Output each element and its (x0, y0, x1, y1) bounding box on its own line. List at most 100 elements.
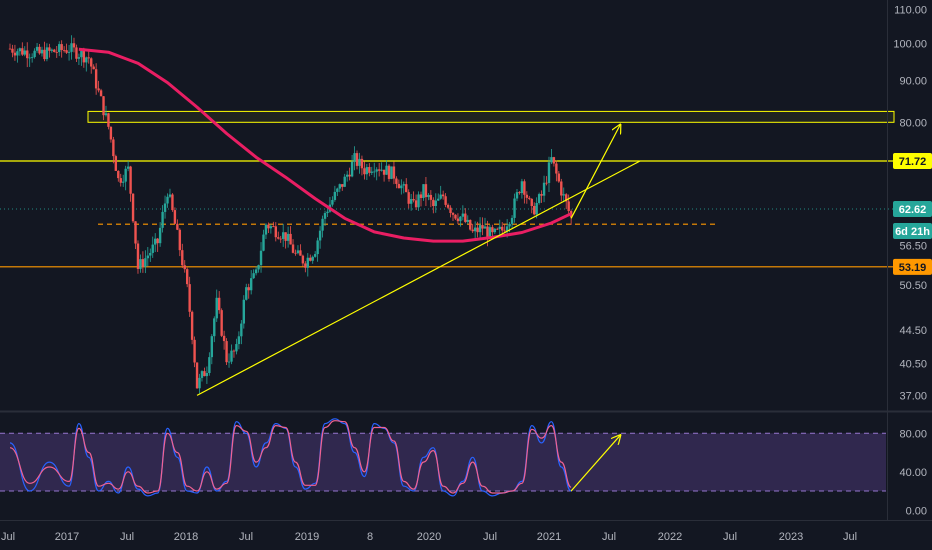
candle-body (525, 194, 529, 198)
candle (136, 240, 140, 274)
candle-body (80, 50, 83, 58)
candle (432, 197, 435, 214)
candlestick-series[interactable] (8, 35, 573, 394)
candle-body (82, 50, 86, 63)
candle (58, 41, 61, 57)
candle (55, 45, 58, 58)
candle-body (392, 166, 396, 179)
candle-body (542, 182, 546, 196)
candle-body (331, 199, 334, 205)
candle-body (126, 166, 130, 169)
candle (48, 43, 51, 58)
candle-body (92, 66, 95, 70)
candle (488, 224, 492, 238)
resistance-zone[interactable] (87, 110, 895, 123)
candle-body (338, 184, 341, 189)
candle (168, 188, 172, 199)
candle (309, 254, 312, 262)
price-pane[interactable] (0, 35, 932, 413)
candle-body (156, 238, 159, 244)
candle (446, 203, 450, 210)
candle (363, 161, 366, 180)
stoch-d-line[interactable] (9, 420, 572, 494)
candle (178, 228, 182, 257)
candle (483, 217, 487, 229)
candle (144, 250, 147, 274)
candle-body (264, 224, 268, 235)
candle-body (498, 226, 501, 229)
time-tick-label: 8 (367, 531, 373, 543)
candle (336, 187, 339, 196)
candle (154, 233, 157, 253)
candle (50, 48, 54, 53)
price-tag[interactable]: 6d 21h (893, 223, 932, 240)
candle (441, 190, 445, 200)
candle (520, 178, 524, 199)
time-tick-label: 2019 (295, 531, 319, 543)
candle-body (107, 113, 110, 127)
candle-body (508, 223, 511, 227)
time-axis[interactable]: Jul 2017 Jul 2018 Jul 2019 8 2020 Jul 2021 Jul 2022… (0, 520, 932, 544)
candle-body (43, 49, 46, 60)
candle (395, 176, 398, 189)
candle (171, 193, 174, 212)
candle (158, 222, 162, 247)
candle-body (220, 310, 223, 336)
candle (21, 42, 24, 57)
candle-body (11, 48, 14, 53)
candle-body (473, 227, 477, 232)
price-tick-label: 56.50 (899, 240, 927, 252)
candle-body (321, 218, 324, 231)
candle-body (323, 213, 327, 219)
target-arrow[interactable] (570, 125, 620, 219)
candle (235, 338, 238, 355)
time-tick-label: Jul (239, 531, 253, 543)
candle (23, 46, 26, 57)
candle-body (149, 252, 152, 256)
candle-body (188, 284, 191, 312)
candle-body (176, 223, 179, 230)
candle (237, 331, 241, 350)
candle-body (50, 49, 54, 51)
stoch-k-line[interactable] (9, 418, 572, 497)
candle-body (272, 226, 275, 227)
candle (469, 219, 472, 231)
candle (461, 205, 465, 221)
price-axis[interactable]: 110.00 100.00 90.00 80.00 56.50 50.50 44.50 40.… (887, 0, 932, 520)
candle (11, 44, 14, 58)
candle (422, 184, 425, 201)
price-tag[interactable]: 53.19 (893, 258, 932, 275)
candle-body (459, 216, 462, 222)
candle (30, 53, 34, 63)
time-tick-label: Jul (602, 531, 616, 543)
candle (156, 237, 159, 252)
price-tag[interactable]: 62.62 (893, 201, 932, 218)
price-tag[interactable]: 71.72 (893, 152, 932, 169)
candle (542, 175, 546, 203)
price-tag-label: 71.72 (899, 156, 927, 168)
candle (99, 88, 103, 97)
candle-body (136, 243, 140, 269)
candle-body (217, 297, 221, 311)
candle-body (252, 273, 255, 279)
candle (97, 80, 100, 93)
price-tick-label: 44.50 (899, 325, 927, 337)
candle-body (58, 44, 61, 53)
candle (528, 195, 531, 201)
candle-body (75, 47, 78, 59)
candle-body (200, 371, 204, 378)
candle (232, 349, 236, 358)
candle (163, 195, 167, 219)
candle-body (277, 237, 280, 239)
candle-body (181, 250, 184, 266)
candle (146, 247, 150, 267)
oscillator-pane[interactable] (0, 418, 886, 497)
oscillator-arrow[interactable] (570, 435, 620, 492)
candle-body (215, 297, 218, 319)
candle (195, 362, 199, 389)
candle-body (491, 227, 494, 233)
candle-body (451, 212, 455, 215)
candle (299, 244, 302, 256)
ascending-trendline[interactable] (196, 160, 641, 396)
